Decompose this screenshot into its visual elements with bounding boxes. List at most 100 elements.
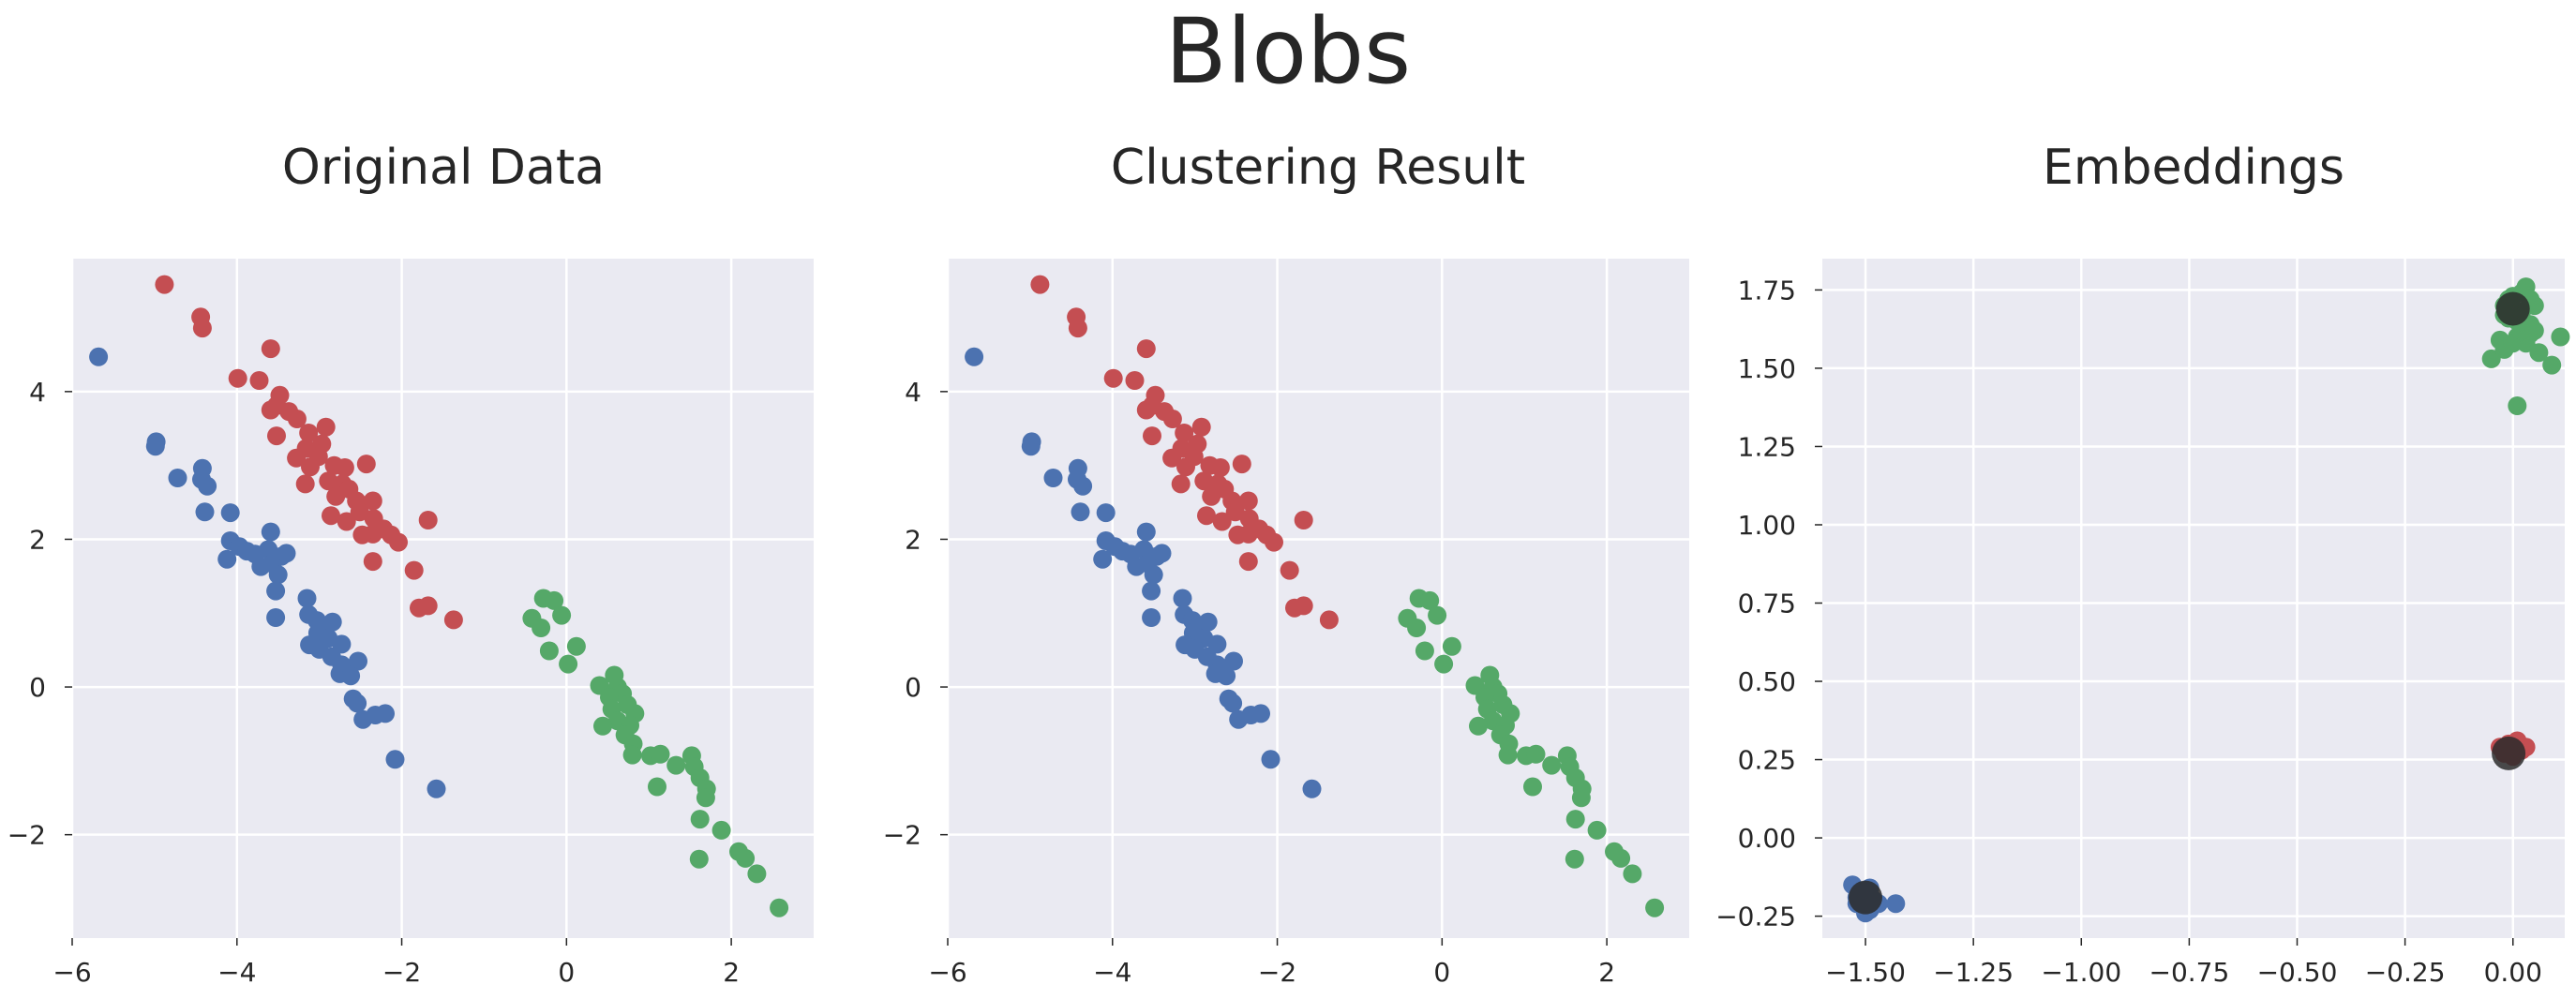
data-point-blue xyxy=(322,612,342,632)
centroid-point xyxy=(2492,736,2526,770)
data-point-cluster-2 xyxy=(1175,424,1194,442)
data-point-cluster-3 xyxy=(1415,641,1434,661)
y-tick-label: 0.00 xyxy=(1738,823,1796,854)
data-point-green xyxy=(711,820,731,840)
y-tick-label: 0.75 xyxy=(1738,589,1796,619)
data-point-green xyxy=(2508,396,2527,415)
figure-title: Blobs xyxy=(1165,0,1411,104)
data-point-green xyxy=(648,777,666,797)
data-point-red xyxy=(350,502,369,522)
x-tick-label: −0.75 xyxy=(2149,957,2229,988)
data-point-cluster-1 xyxy=(965,347,984,366)
data-point-blue xyxy=(266,581,286,601)
data-point-cluster-1 xyxy=(1261,750,1281,769)
points-clustering-result xyxy=(965,275,1665,917)
data-point-cluster-2 xyxy=(1171,474,1191,494)
data-point-cluster-2 xyxy=(1319,610,1339,630)
data-point-cluster-1 xyxy=(1173,589,1192,608)
ticks-clustering-result: −6 −4 −2 0 2 −2 0 2 4 xyxy=(883,377,1615,988)
data-point-red xyxy=(316,417,336,437)
plot-area-clustering-result xyxy=(948,259,1689,938)
data-point-cluster-3 xyxy=(1565,849,1584,869)
data-point-green xyxy=(690,810,710,829)
data-point-cluster-3 xyxy=(1498,745,1518,765)
y-tick-label: 0 xyxy=(905,672,921,703)
data-point-blue xyxy=(220,503,240,523)
data-point-cluster-2 xyxy=(1225,502,1245,522)
data-point-blue xyxy=(341,666,361,686)
data-point-blue xyxy=(297,589,317,608)
data-point-red xyxy=(192,319,212,338)
data-point-cluster-2 xyxy=(1265,532,1283,552)
data-point-red xyxy=(363,552,382,572)
data-point-blue xyxy=(145,437,165,456)
data-point-green xyxy=(622,745,642,765)
y-tick-label: 4 xyxy=(905,377,921,408)
y-tick-label: 2 xyxy=(905,524,921,555)
data-point-blue xyxy=(376,704,395,723)
y-tick-label: −2 xyxy=(7,820,46,851)
panel-original-data: Original Data −6 −4 −2 0 2 −2 0 2 4 xyxy=(7,140,814,988)
data-point-cluster-2 xyxy=(1238,491,1258,511)
data-point-red xyxy=(418,511,438,529)
data-point-green xyxy=(532,619,551,637)
data-point-green xyxy=(2524,321,2544,340)
data-point-cluster-3 xyxy=(1587,820,1607,840)
data-point-red xyxy=(389,532,408,552)
data-point-cluster-3 xyxy=(1565,810,1585,829)
x-tick-label: 2 xyxy=(723,957,740,988)
data-point-cluster-3 xyxy=(1645,898,1665,917)
data-point-cluster-3 xyxy=(1442,636,1461,656)
data-point-cluster-2 xyxy=(1294,596,1313,616)
data-point-red xyxy=(404,560,424,580)
data-point-cluster-2 xyxy=(1103,368,1123,388)
x-tick-label: 0.00 xyxy=(2484,957,2542,988)
data-point-green xyxy=(651,744,670,764)
data-point-cluster-2 xyxy=(1162,448,1182,468)
data-point-blue xyxy=(261,522,280,542)
y-tick-label: −0.25 xyxy=(1715,902,1796,932)
data-point-blue xyxy=(427,779,446,798)
data-point-cluster-1 xyxy=(1223,693,1243,713)
x-tick-label: −4 xyxy=(217,957,256,988)
data-point-red xyxy=(299,424,319,442)
data-point-blue xyxy=(348,693,367,713)
data-point-red xyxy=(287,448,307,468)
data-point-red xyxy=(326,486,346,506)
data-point-cluster-2 xyxy=(1228,525,1248,544)
y-tick-label: −2 xyxy=(883,820,921,851)
data-point-green xyxy=(2529,343,2549,363)
data-point-green xyxy=(2551,327,2570,347)
x-tick-label: 2 xyxy=(1598,957,1615,988)
data-point-cluster-2 xyxy=(1136,400,1156,420)
data-point-cluster-1 xyxy=(1142,608,1161,627)
x-tick-label: 0 xyxy=(558,957,575,988)
data-point-cluster-1 xyxy=(1224,651,1243,671)
data-point-blue xyxy=(89,347,109,366)
data-point-cluster-3 xyxy=(1469,716,1488,736)
x-tick-label: −1.25 xyxy=(1933,957,2014,988)
data-point-cluster-2 xyxy=(1068,319,1087,338)
x-tick-label: −4 xyxy=(1093,957,1131,988)
panel-title-embeddings: Embeddings xyxy=(2043,140,2344,196)
data-point-red xyxy=(228,368,247,388)
points-embeddings xyxy=(1843,277,2570,923)
data-point-red xyxy=(337,512,356,531)
x-tick-label: −6 xyxy=(928,957,966,988)
panel-title-clustering-result: Clustering Result xyxy=(1111,140,1525,196)
data-point-blue xyxy=(195,502,215,522)
data-point-cluster-2 xyxy=(1030,275,1050,294)
data-point-green xyxy=(2481,349,2501,368)
data-point-blue xyxy=(385,750,405,769)
data-point-green xyxy=(666,755,686,775)
y-tick-label: 1.50 xyxy=(1738,353,1796,384)
data-point-green xyxy=(736,848,756,868)
data-point-cluster-1 xyxy=(1217,666,1236,686)
data-point-green xyxy=(552,605,572,625)
x-tick-label: −6 xyxy=(52,957,91,988)
data-point-green xyxy=(2542,355,2562,375)
data-point-cluster-3 xyxy=(1623,864,1642,884)
data-point-cluster-2 xyxy=(1280,560,1299,580)
x-tick-label: −0.25 xyxy=(2365,957,2446,988)
